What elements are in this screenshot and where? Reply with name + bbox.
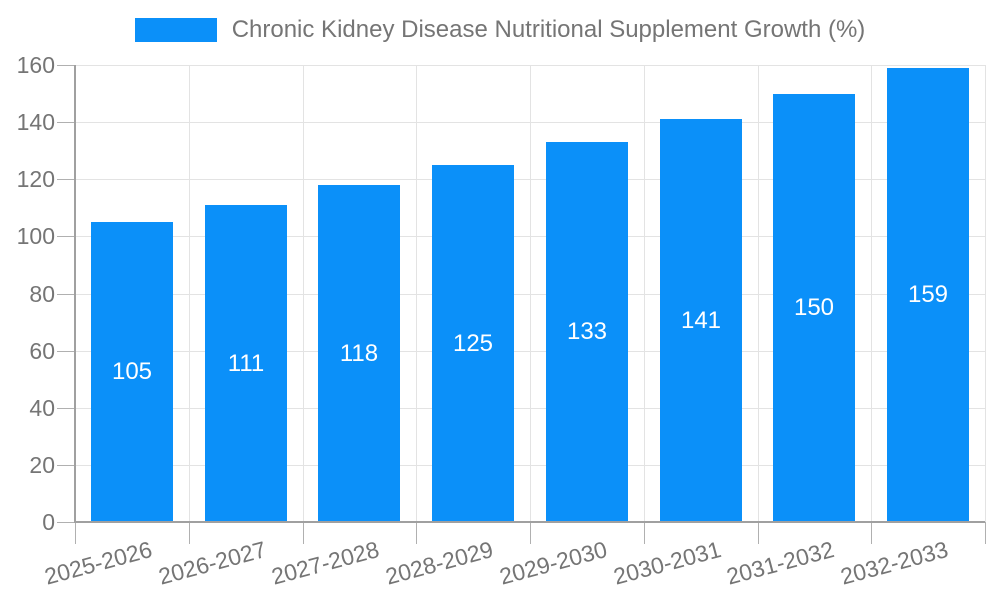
y-axis-tick: [57, 465, 75, 466]
x-tick-label: 2031-2032: [723, 536, 837, 590]
y-tick-label: 100: [16, 223, 55, 249]
y-axis-tick: [57, 408, 75, 409]
x-axis-tick: [303, 522, 304, 544]
bar-value-label: 111: [227, 349, 265, 377]
bar[interactable]: 150: [773, 94, 855, 522]
y-axis-tick: [57, 522, 75, 523]
y-tick-label: 120: [16, 166, 55, 192]
x-tick-label: 2030-2031: [610, 536, 724, 590]
bar-value-label: 150: [793, 294, 835, 321]
x-tick-label: 2025-2026: [41, 536, 155, 590]
y-tick-label: 20: [29, 452, 55, 478]
bar[interactable]: 105: [91, 222, 173, 522]
y-tick-label: 160: [16, 52, 55, 78]
x-tick-label: 2028-2029: [382, 536, 496, 590]
x-gridline: [758, 65, 759, 522]
bar-value-label: 141: [680, 306, 722, 334]
y-axis-tick: [57, 179, 75, 180]
bar-value-label: 118: [339, 339, 379, 367]
x-axis-tick: [644, 522, 645, 544]
y-axis-tick: [57, 294, 75, 295]
x-axis-tick: [189, 522, 190, 544]
x-tick-label: 2026-2027: [155, 536, 269, 590]
x-axis-tick: [758, 522, 759, 544]
x-axis-tick: [985, 522, 986, 544]
legend: Chronic Kidney Disease Nutritional Suppl…: [0, 16, 1000, 44]
y-axis-tick: [57, 351, 75, 352]
x-gridline: [871, 65, 872, 522]
x-axis-tick: [75, 522, 76, 544]
x-gridline: [985, 65, 986, 522]
x-gridline: [303, 65, 304, 522]
x-gridline: [530, 65, 531, 522]
bar[interactable]: 125: [432, 165, 514, 522]
bar[interactable]: 118: [318, 185, 400, 522]
x-tick-label: 2027-2028: [268, 536, 382, 590]
x-axis-tick: [416, 522, 417, 544]
y-tick-label: 60: [29, 338, 55, 364]
y-axis-tick: [57, 122, 75, 123]
x-gridline: [416, 65, 417, 522]
x-axis-tick: [871, 522, 872, 544]
bar-value-label: 133: [566, 318, 608, 345]
x-tick-label: 2032-2033: [837, 536, 951, 590]
x-gridline: [189, 65, 190, 522]
chart-title: Chronic Kidney Disease Nutritional Suppl…: [231, 16, 866, 43]
bar[interactable]: 159: [887, 68, 969, 522]
y-tick-label: 80: [29, 281, 55, 307]
x-axis-line: [74, 521, 985, 523]
bar[interactable]: 133: [546, 142, 628, 522]
y-tick-label: 0: [42, 509, 55, 535]
x-gridline: [644, 65, 645, 522]
bar[interactable]: 141: [660, 119, 742, 522]
x-axis-tick: [530, 522, 531, 544]
y-tick-label: 140: [16, 109, 55, 135]
y-axis-tick: [57, 65, 75, 66]
y-axis-tick: [57, 236, 75, 237]
legend-swatch: [134, 18, 217, 42]
y-axis-line: [74, 65, 76, 522]
y-tick-label: 40: [29, 395, 55, 421]
x-tick-label: 2029-2030: [496, 536, 610, 590]
bar-value-label: 105: [111, 358, 153, 385]
bar-value-label: 159: [907, 281, 949, 308]
bar[interactable]: 111: [205, 205, 287, 522]
bar-value-label: 125: [452, 329, 494, 357]
